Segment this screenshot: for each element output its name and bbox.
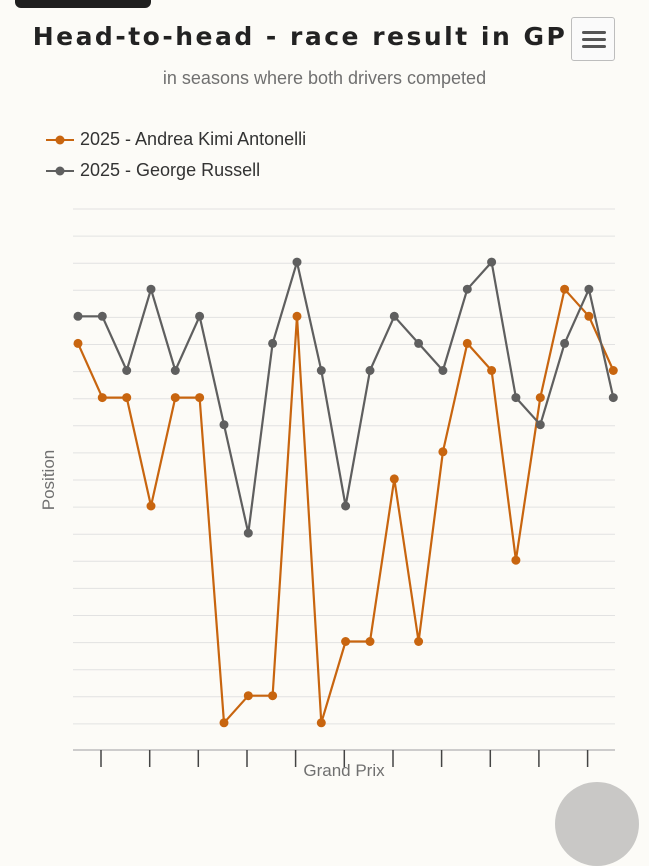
data-point-1 <box>487 257 497 267</box>
data-point-0 <box>414 637 424 646</box>
data-point-1 <box>535 420 545 430</box>
legend-item-antonelli[interactable]: 2025 - Andrea Kimi Antonelli <box>44 124 306 155</box>
data-point-1 <box>560 338 570 348</box>
series-line-1 <box>78 261 615 535</box>
data-point-1 <box>170 366 180 375</box>
data-point-1 <box>195 311 205 321</box>
chart-menu-button[interactable] <box>571 17 615 61</box>
data-point-1 <box>608 393 618 403</box>
data-point-1 <box>414 338 424 348</box>
data-point-1 <box>316 366 326 375</box>
legend-label-russell: 2025 - George Russell <box>80 160 261 180</box>
top-app-bar-edge <box>15 0 151 8</box>
y-axis-label: Position <box>39 449 58 511</box>
data-point-1 <box>584 284 594 294</box>
data-point-0 <box>243 691 253 701</box>
data-point-0 <box>97 393 107 403</box>
data-point-1 <box>292 257 302 267</box>
data-point-1 <box>73 311 83 321</box>
legend-item-russell[interactable]: 2025 - George Russell <box>44 155 306 186</box>
chart-title: Head-to-head - race result in GP <box>32 22 568 51</box>
data-point-0 <box>170 393 180 403</box>
floating-action-button[interactable] <box>555 782 639 866</box>
data-point-0 <box>316 718 326 728</box>
chart-legend: 2025 - Andrea Kimi Antonelli 2025 - Geor… <box>44 124 306 186</box>
data-point-1 <box>511 393 521 403</box>
data-point-0 <box>560 284 570 294</box>
data-point-0 <box>341 637 351 646</box>
data-point-1 <box>438 366 448 375</box>
data-point-1 <box>219 420 229 430</box>
data-point-0 <box>365 637 375 646</box>
data-point-0 <box>511 555 521 565</box>
plot-area <box>73 208 618 767</box>
data-point-0 <box>292 311 302 321</box>
legend-label-antonelli: 2025 - Andrea Kimi Antonelli <box>80 129 307 149</box>
data-point-1 <box>389 311 399 321</box>
data-point-1 <box>365 366 375 375</box>
data-point-1 <box>462 284 472 294</box>
data-point-0 <box>219 718 229 728</box>
data-point-0 <box>146 501 156 511</box>
data-point-1 <box>146 284 156 294</box>
legend-symbol-antonelli <box>46 135 74 144</box>
data-point-1 <box>341 501 351 511</box>
data-point-0 <box>487 366 497 375</box>
data-point-0 <box>268 691 278 701</box>
data-point-1 <box>122 366 132 375</box>
legend-symbol-russell <box>46 166 74 175</box>
data-point-0 <box>195 393 205 403</box>
data-point-0 <box>73 338 83 348</box>
data-point-0 <box>608 366 618 375</box>
data-point-1 <box>97 311 107 321</box>
data-point-0 <box>462 338 472 348</box>
data-point-1 <box>243 528 253 538</box>
x-axis-label: Grand Prix <box>303 761 385 780</box>
data-point-0 <box>122 393 132 403</box>
data-point-0 <box>389 474 399 484</box>
data-point-0 <box>584 311 594 321</box>
chart-subtitle: in seasons where both drivers competed <box>162 68 487 88</box>
data-point-0 <box>535 393 545 403</box>
data-point-1 <box>268 338 278 348</box>
data-point-0 <box>438 447 448 457</box>
